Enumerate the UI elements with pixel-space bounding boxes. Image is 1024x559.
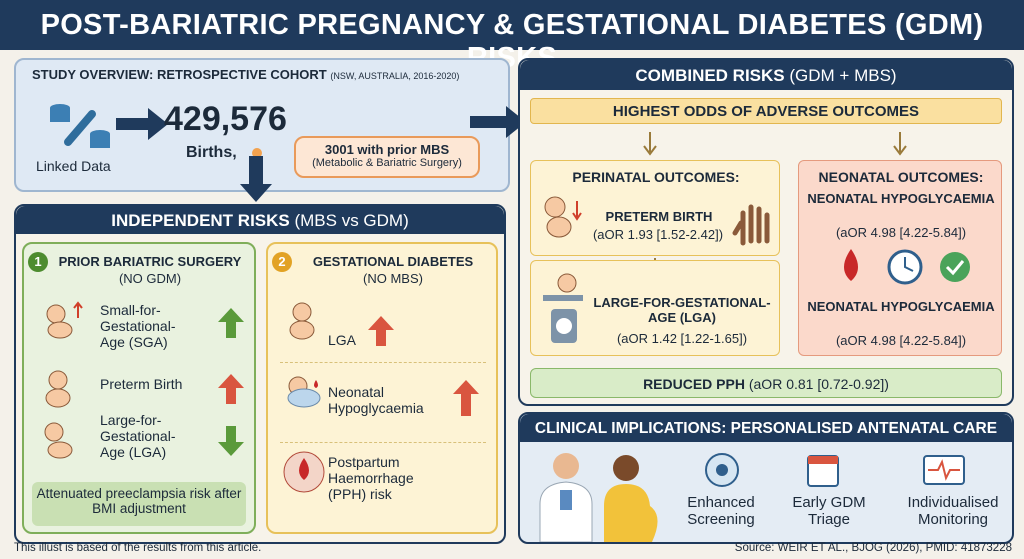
clinical-panel: CLINICAL IMPLICATIONS: PERSONALISED ANTE… (518, 412, 1014, 544)
risk-item: Small-for-Gestational-Age (SGA) (100, 302, 176, 350)
perinatal-box: PERINATAL OUTCOMES: PRETERM BIRTH (aOR 1… (530, 160, 780, 256)
overview-panel: STUDY OVERVIEW: RETROSPECTIVE COHORT (NS… (14, 58, 510, 192)
data-icon (50, 104, 110, 148)
mbs-panel: 1 PRIOR BARIATRIC SURGERY (NO GDM) Small… (22, 242, 256, 534)
trend-arrows (368, 316, 479, 416)
action-label: Individualised Monitoring (907, 494, 999, 528)
births-count: 429,576 (164, 100, 287, 138)
action-icons (705, 453, 965, 487)
panel-title: GESTATIONAL DIABETES (312, 254, 474, 269)
reduced-stat: (aOR 0.81 [0.72-0.92]) (748, 376, 889, 392)
overview-heading: STUDY OVERVIEW: RETROSPECTIVE COHORT (NS… (32, 67, 459, 82)
risk-item: LGA (328, 332, 357, 348)
outcome-stat: (aOR 1.42 [1.22-1.65]) (616, 331, 748, 346)
independent-header: INDEPENDENT RISKS (MBS vs GDM) (16, 206, 504, 234)
arrow-down (240, 156, 272, 202)
gdm-icons (283, 302, 325, 493)
panel-title: PRIOR BARIATRIC SURGERY (58, 254, 242, 269)
risk-item: Neonatal Hypoglycaemia (328, 384, 424, 416)
callout-note: (Metabolic & Bariatric Surgery) (312, 157, 462, 169)
neonatal-box: NEONATAL OUTCOMES: NEONATAL HYPOGLYCAEMI… (798, 160, 1002, 356)
arrow-right (470, 106, 526, 138)
outcome-label: NEONATAL HYPOGLYCAEMIA (807, 299, 995, 314)
combined-header: COMBINED RISKS (GDM + MBS) (520, 60, 1012, 90)
heading: COMBINED RISKS (635, 66, 785, 85)
preterm-icons (544, 196, 770, 246)
trend-arrows (218, 308, 244, 456)
outcome-label: LARGE-FOR-GESTATIONAL-AGE (LGA) (593, 295, 771, 325)
lga-box: LARGE-FOR-GESTATIONAL-AGE (LGA) (aOR 1.4… (530, 260, 780, 356)
outcome-stat: (aOR 1.93 [1.52-2.42]) (592, 227, 724, 242)
footer-source: Source: WEIR ET AL., BJOG (2026), PMID: … (734, 542, 1012, 554)
arrow (116, 108, 168, 140)
reduced-pph: REDUCED PPH (aOR 0.81 [0.72-0.92]) (530, 368, 1002, 398)
title-bar: POST-BARIATRIC PREGNANCY & GESTATIONAL D… (0, 0, 1024, 74)
footer-note: This illust is based of the results from… (14, 542, 262, 554)
panel-subtitle: (NO MBS) (363, 271, 423, 286)
banner: HIGHEST ODDS OF ADVERSE OUTCOMES (530, 98, 1002, 124)
heading: STUDY OVERVIEW: RETROSPECTIVE COHORT (32, 67, 327, 82)
action-label: Enhanced Screening (687, 494, 755, 528)
heading: INDEPENDENT RISKS (111, 211, 290, 230)
divider (280, 442, 486, 443)
clinical-header: CLINICAL IMPLICATIONS: PERSONALISED ANTE… (520, 414, 1012, 442)
combined-panel: COMBINED RISKS (GDM + MBS) HIGHEST ODDS … (518, 58, 1014, 406)
panel-number: 2 (272, 252, 292, 272)
callout-title: 3001 with prior MBS (324, 142, 450, 157)
risk-item: Large-for-Gestational-Age (LGA) (100, 412, 176, 460)
callout: 3001 with prior MBS (Metabolic & Bariatr… (294, 136, 480, 178)
box-title: PERINATAL OUTCOMES: (572, 169, 740, 185)
action-label: Early GDM Triage (792, 494, 866, 528)
outcome-label: PRETERM BIRTH (605, 209, 713, 224)
connectors (643, 132, 907, 156)
neonatal-icons (844, 249, 970, 285)
scale-icon (543, 273, 583, 343)
box-title: NEONATAL OUTCOMES: (818, 169, 984, 185)
divider (280, 362, 486, 363)
panel-note: Attenuated preeclampsia risk after BMI a… (32, 482, 246, 526)
dot (252, 148, 262, 158)
baby-icons (44, 301, 83, 459)
births-label: Births, (186, 144, 237, 161)
outcome-stat: (aOR 4.98 [4.22-5.84]) (835, 225, 967, 240)
people-illustration (539, 453, 658, 542)
risk-item: Postpartum Haemorrhage (PPH) risk (328, 454, 414, 502)
subheading: (MBS vs GDM) (294, 211, 409, 230)
panel-number: 1 (28, 252, 48, 272)
outcome-stat: (aOR 4.98 [4.22-5.84]) (835, 333, 967, 348)
subheading: (GDM + MBS) (789, 66, 897, 85)
risk-item: Preterm Birth (100, 376, 183, 392)
outcome-label: NEONATAL HYPOGLYCAEMIA (807, 191, 995, 206)
panel-subtitle: (NO GDM) (118, 271, 182, 286)
linked-data: Linked Data (36, 158, 111, 174)
subheading: (NSW, AUSTRALIA, 2016-2020) (330, 71, 460, 81)
independent-panel: INDEPENDENT RISKS (MBS vs GDM) 1 PRIOR B… (14, 204, 506, 544)
gdm-panel: 2 GESTATIONAL DIABETES (NO MBS) LGA Neon… (266, 242, 498, 534)
reduced-label: REDUCED PPH (643, 376, 745, 392)
